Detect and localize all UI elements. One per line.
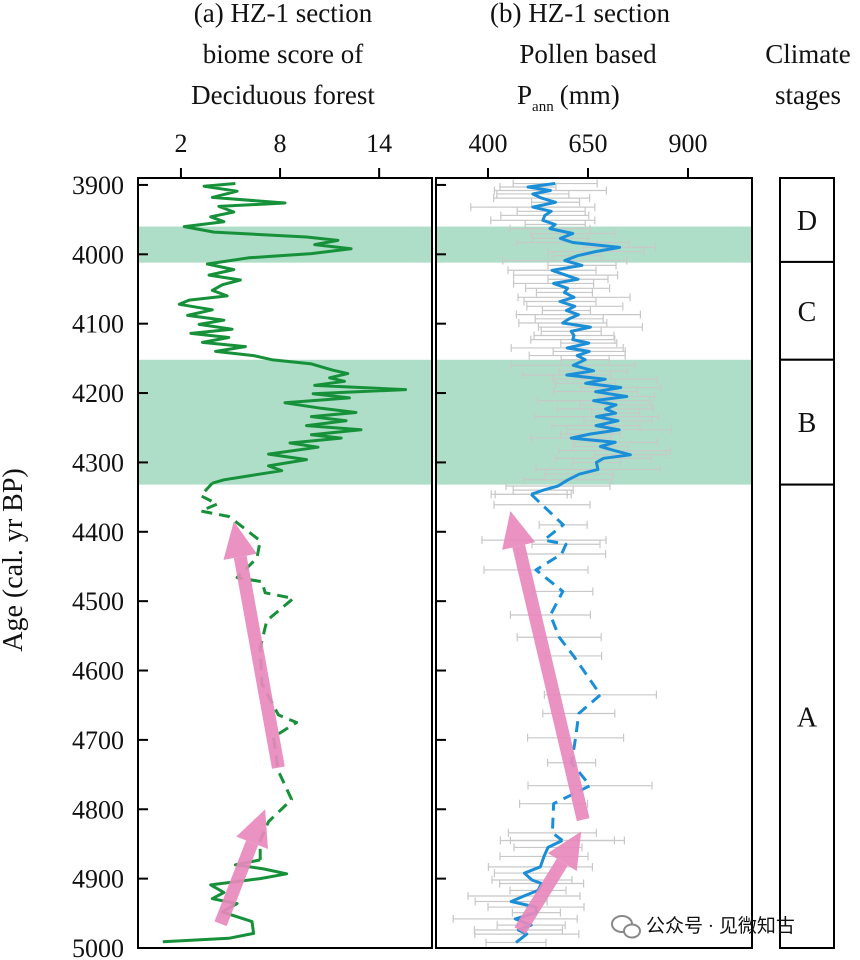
panel-a-plot: 2 8 14 3900 4000 4100 4200 4300 4400 4500 4600 4700… — [72, 129, 433, 960]
y-tick-label: 4000 — [72, 240, 124, 269]
stage-box-A — [779, 483, 835, 949]
panel-b-x-tick-label: 650 — [569, 129, 608, 158]
panel-a-x-tick-label: 2 — [174, 129, 187, 158]
stages-title: Climate stages — [765, 39, 850, 110]
pann-error-bar — [527, 733, 625, 742]
panel-a-title-line-2: biome score of — [203, 39, 363, 69]
pann-error-bar — [493, 500, 591, 509]
watermark: 公众号 · 见微知古 — [611, 915, 795, 939]
y-tick-label: 4700 — [72, 726, 124, 755]
stage-box-B — [779, 358, 835, 486]
panel-b-title-line-2: Pollen based — [519, 39, 657, 69]
y-tick-label: 4800 — [72, 795, 124, 824]
panel-a-title: (a) HZ-1 section biome score of Deciduou… — [191, 0, 375, 110]
panel-b-trend-arrow-1 — [502, 510, 590, 822]
y-axis-label: Age (cal. yr BP) — [0, 468, 29, 652]
y-tick-label: 4900 — [72, 865, 124, 894]
panel-b-frame — [435, 177, 753, 949]
panel-a-series-1 — [177, 182, 408, 485]
pann-error-bar — [507, 828, 597, 837]
pann-error-bar — [543, 690, 657, 699]
pann-error-bar — [481, 536, 607, 545]
y-tick-label: 5000 — [72, 934, 124, 960]
panel-b-x-tick-label: 900 — [669, 129, 708, 158]
pann-error-bar — [527, 781, 653, 790]
panel-a-series-2 — [199, 482, 299, 860]
panel-b-series-1 — [526, 182, 632, 496]
pann-error-bar — [509, 611, 591, 620]
panel-b-title: (b) HZ-1 section Pollen based Pann (mm) — [490, 0, 670, 115]
stage-label-C: C — [798, 297, 817, 328]
panel-b-trend-arrow-2 — [514, 831, 582, 935]
panel-a-shaded-interval-1 — [138, 226, 432, 263]
panel-b-plot: 400 650 900 — [435, 129, 753, 949]
panel-b-title-line-3: Pann (mm) — [517, 80, 620, 115]
wechat-icon — [611, 915, 641, 939]
panel-a-series-3 — [162, 858, 289, 944]
panel-a-title-line-1: (a) HZ-1 section — [194, 0, 373, 28]
stages-title-line-1: Climate — [765, 39, 850, 69]
y-tick-label: 4100 — [72, 310, 124, 339]
panel-a-title-line-3: Deciduous forest — [191, 80, 375, 110]
panel-b-title-line-1: (b) HZ-1 section — [490, 0, 670, 28]
y-tick-label: 4200 — [72, 379, 124, 408]
panel-a-x-tick-label: 8 — [274, 129, 287, 158]
y-tick-label: 4400 — [72, 518, 124, 547]
pann-subscript: ann — [532, 99, 554, 115]
y-tick-label: 4600 — [72, 657, 124, 686]
pann-symbol: P — [517, 80, 532, 110]
panel-b-x-tick-label: 400 — [469, 129, 508, 158]
panel-a-x-tick-label: 14 — [366, 129, 392, 158]
panel-a-shaded-interval-2 — [138, 359, 432, 485]
stage-label-A: A — [797, 702, 818, 733]
stage-label-D: D — [797, 206, 817, 237]
panel-a-frame — [137, 177, 433, 949]
stage-box-C — [779, 260, 835, 361]
y-tick-label: 3900 — [72, 171, 124, 200]
stage-label-B: B — [798, 408, 817, 439]
panel-a-trend-arrow-2 — [214, 809, 268, 927]
climate-stages-column: D C B A — [779, 177, 835, 949]
stages-title-line-2: stages — [775, 80, 841, 110]
watermark-text: 公众号 · 见微知古 — [646, 915, 795, 937]
pann-unit: (mm) — [560, 80, 620, 110]
stage-box-D — [779, 177, 835, 263]
panel-a-trend-arrow-1 — [223, 521, 285, 769]
y-tick-label: 4500 — [72, 587, 124, 616]
y-tick-label: 4300 — [72, 448, 124, 477]
panel-b-error-bars — [452, 179, 672, 947]
panel-b-series-2 — [530, 493, 602, 842]
